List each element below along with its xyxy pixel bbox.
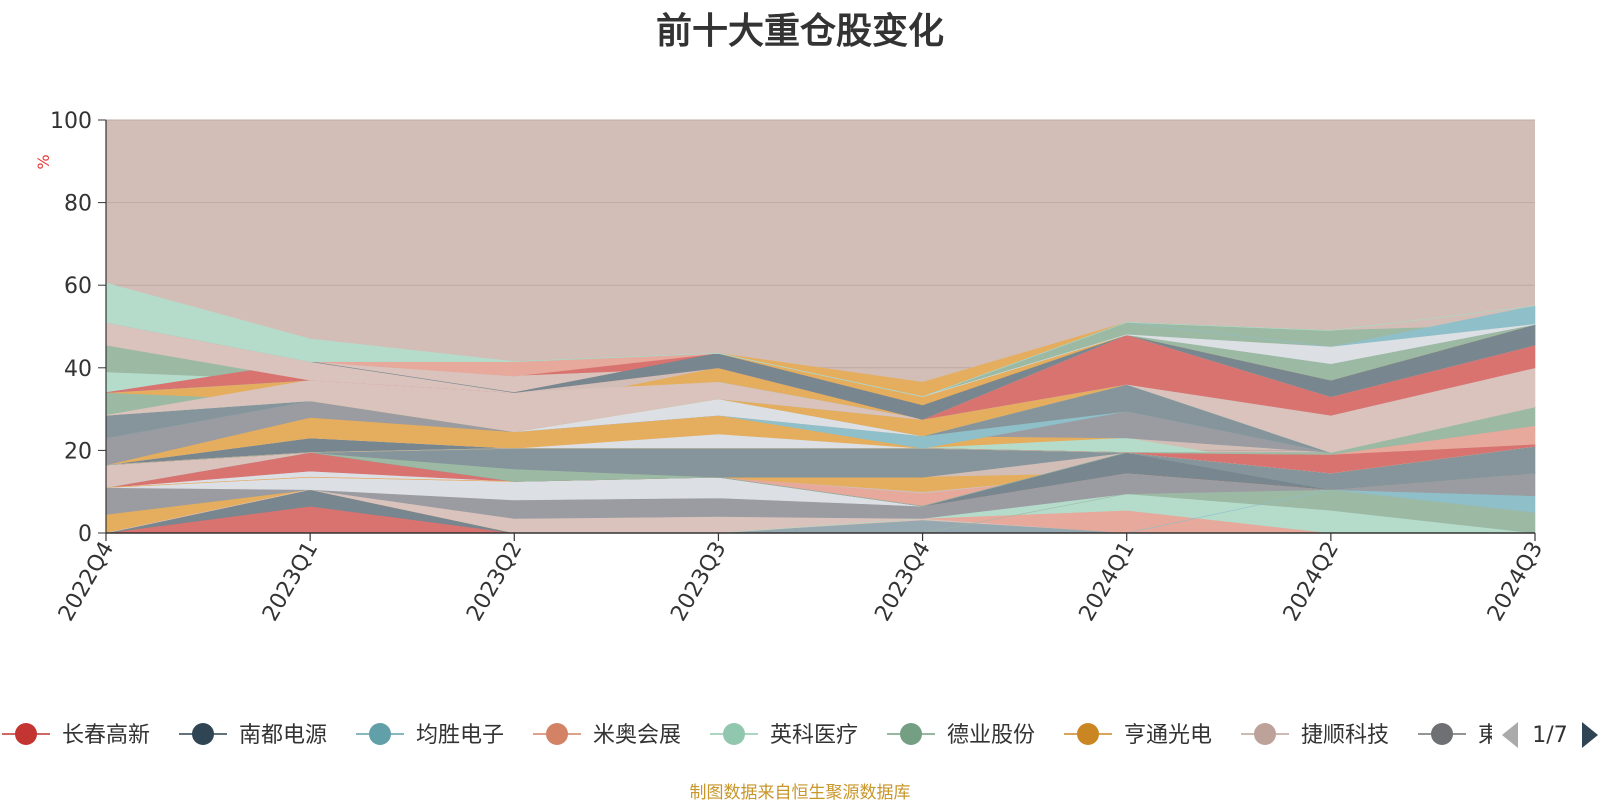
legend-item[interactable]: 亨通光电 [1064,723,1212,748]
legend-item-marker [546,723,568,745]
legend: 长春高新 南都电源 均胜电子 米奥会展 英科医疗 德业股份 亨通光电 捷顺科技 東 1/7 [2,722,1598,748]
y-tick-label: 40 [64,357,92,382]
x-axis-ticks: 2022Q4 2023Q1 2023Q2 2023Q3 2023Q4 2024Q1 2024… [54,533,1548,626]
area-layer [105,406,1536,466]
legend-item-label: 米奥会展 [593,723,681,748]
legend-item[interactable]: 米奥会展 [533,723,681,748]
area-layer [105,282,1536,397]
y-tick-label: 20 [64,439,92,464]
chart-title: 前十大重仓股变化 [655,11,944,52]
legend-item-marker [192,723,214,745]
legend-item[interactable]: 東 [1418,723,1500,748]
legend-item-marker [1254,723,1276,745]
x-tick-label: 2024Q3 [1483,538,1548,626]
area-layers [105,282,1536,534]
y-tick-label: 100 [50,109,92,134]
x-tick-label: 2024Q2 [1279,538,1344,626]
legend-item-label: 长春高新 [62,723,150,748]
legend-item-marker [15,723,37,745]
legend-item-label: 英科医疗 [770,723,858,748]
legend-item[interactable]: 南都电源 [179,723,327,748]
y-axis-ticks: 0 20 40 60 80 100 [50,109,106,547]
legend-item-marker [369,723,391,745]
x-tick-label: 2022Q4 [54,538,119,626]
legend-item-label: 東 [1478,723,1500,748]
area-layer [105,322,1536,420]
legend-page-indicator: 1/7 [1532,723,1567,748]
legend-item-marker [900,723,922,745]
legend-item-label: 均胜电子 [416,723,504,748]
y-tick-label: 80 [64,192,92,217]
legend-item-marker [1431,723,1453,745]
legend-item-marker [1077,723,1099,745]
legend-item[interactable]: 长春高新 [2,723,150,748]
legend-prev-page-icon[interactable] [1502,722,1518,748]
x-tick-label: 2023Q2 [462,538,527,626]
x-tick-label: 2023Q3 [666,538,731,626]
legend-item-marker [723,723,745,745]
y-tick-label: 60 [64,274,92,299]
legend-item-label: 捷顺科技 [1301,723,1389,748]
legend-item-label: 亨通光电 [1124,723,1212,748]
x-tick-label: 2023Q1 [258,538,323,626]
legend-item[interactable]: 捷顺科技 [1241,723,1389,748]
y-tick-label: 0 [78,522,92,547]
source-note: 制图数据来自恒生聚源数据库 [689,783,911,803]
legend-item-label: 德业股份 [947,723,1035,748]
legend-item[interactable]: 德业股份 [887,723,1035,748]
x-tick-label: 2023Q4 [870,538,935,626]
legend-item-label: 南都电源 [239,723,327,748]
legend-next-page-icon[interactable] [1582,722,1598,748]
axes: % [34,120,1535,534]
x-tick-label: 2024Q1 [1075,538,1140,626]
legend-item[interactable]: 均胜电子 [356,723,504,748]
legend-items: 长春高新 南都电源 均胜电子 米奥会展 英科医疗 德业股份 亨通光电 捷顺科技 東 [2,723,1500,748]
y-axis-label: % [34,154,53,169]
legend-item[interactable]: 英科医疗 [710,723,858,748]
